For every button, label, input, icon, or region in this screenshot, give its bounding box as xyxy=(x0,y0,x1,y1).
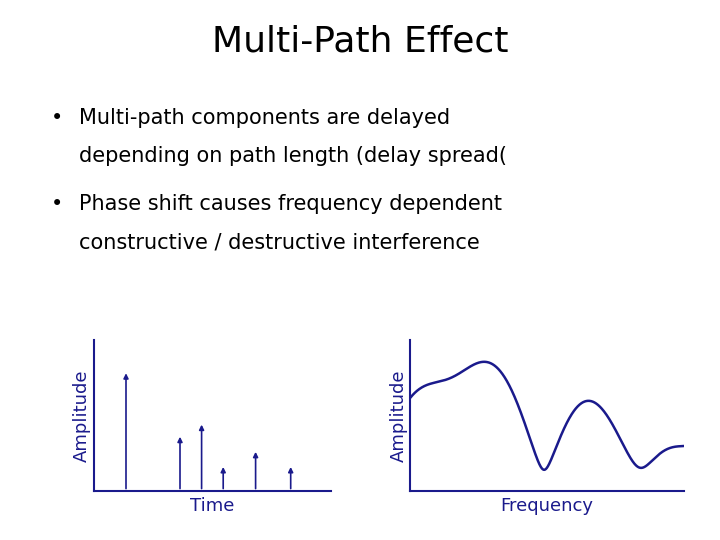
Y-axis label: Amplitude: Amplitude xyxy=(73,369,91,462)
Text: Multi-Path Effect: Multi-Path Effect xyxy=(212,24,508,58)
Text: Phase shift causes frequency dependent: Phase shift causes frequency dependent xyxy=(79,194,503,214)
Text: Multi-path components are delayed: Multi-path components are delayed xyxy=(79,108,450,128)
Y-axis label: Amplitude: Amplitude xyxy=(390,369,408,462)
Text: constructive / destructive interference: constructive / destructive interference xyxy=(79,232,480,252)
X-axis label: Frequency: Frequency xyxy=(500,497,594,515)
Text: •: • xyxy=(50,194,63,214)
X-axis label: Time: Time xyxy=(190,497,235,515)
Text: •: • xyxy=(50,108,63,128)
Text: depending on path length (delay spread(: depending on path length (delay spread( xyxy=(79,146,507,166)
